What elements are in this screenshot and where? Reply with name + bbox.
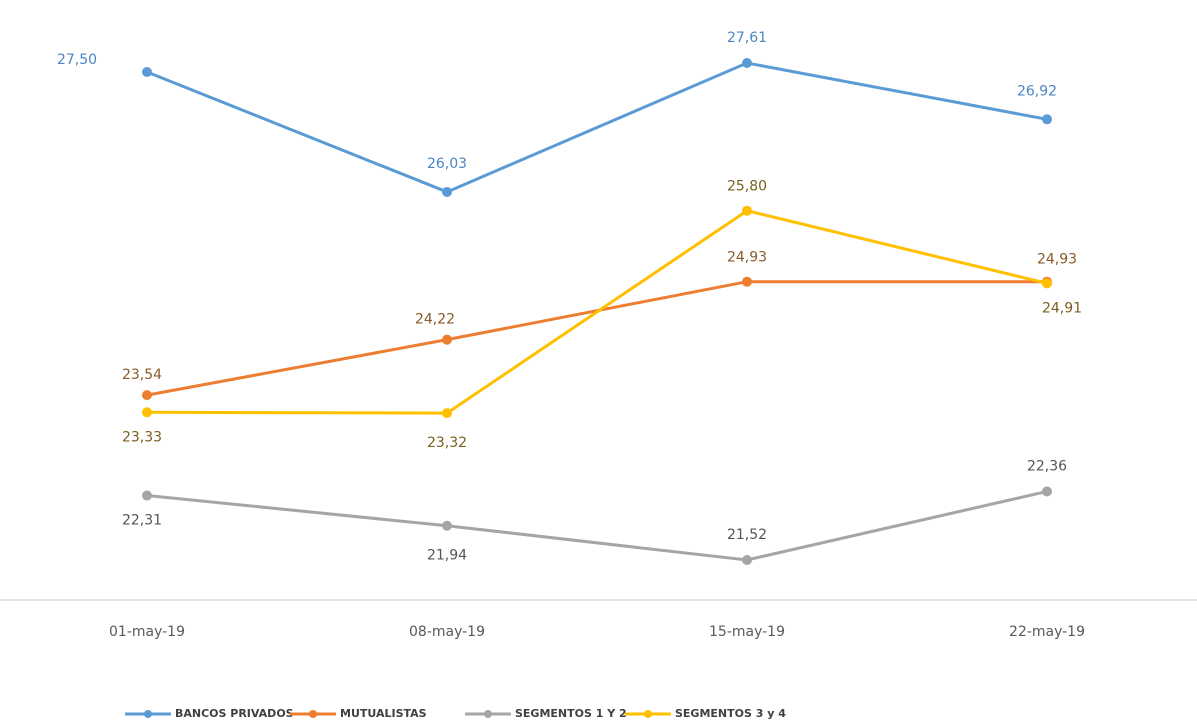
legend-label: SEGMENTOS 3 y 4 (675, 707, 786, 720)
x-tick-label: 01-may-19 (109, 624, 185, 640)
data-point (742, 58, 752, 68)
legend-label: BANCOS PRIVADOS (175, 707, 294, 720)
data-point (742, 555, 752, 565)
data-label: 26,03 (427, 156, 467, 172)
x-tick-label: 15-may-19 (709, 624, 785, 640)
legend-label: SEGMENTOS 1 Y 2 (515, 707, 627, 720)
data-label: 26,92 (1017, 83, 1057, 99)
legend-marker (644, 710, 652, 718)
series-line (146, 489, 1048, 562)
data-point (742, 205, 752, 216)
series-line (146, 280, 1047, 397)
data-label: 22,31 (122, 513, 162, 529)
data-label: 21,52 (727, 527, 767, 543)
data-label: 24,93 (727, 250, 767, 266)
data-point (1042, 114, 1052, 125)
x-tick-label: 22-may-19 (1009, 624, 1085, 640)
data-label: 23,32 (427, 435, 467, 451)
x-tick-label: 08-may-19 (409, 624, 485, 640)
data-label: 24,93 (1037, 252, 1077, 268)
data-label: 22,36 (1027, 458, 1067, 474)
data-label: 27,61 (727, 30, 767, 46)
legend-marker (309, 710, 317, 718)
data-label: 21,94 (427, 548, 467, 564)
data-label: 27,50 (57, 52, 97, 68)
data-point (1042, 278, 1052, 289)
data-point (442, 408, 452, 419)
data-point (442, 520, 452, 531)
data-point (742, 276, 752, 287)
data-label: 23,33 (122, 429, 162, 445)
legend-label: MUTUALISTAS (340, 707, 427, 720)
series-line (146, 209, 1048, 415)
data-point (442, 334, 452, 345)
data-point (142, 66, 152, 77)
data-label: 25,80 (727, 179, 767, 195)
data-point (142, 490, 152, 501)
series-line (146, 61, 1048, 194)
legend-marker (144, 710, 152, 718)
data-point (142, 407, 152, 418)
legend-marker (484, 710, 492, 718)
data-point (442, 186, 452, 197)
data-label: 24,91 (1042, 300, 1082, 316)
data-point (1042, 486, 1052, 497)
data-label: 24,22 (415, 312, 455, 328)
data-label: 23,54 (122, 367, 162, 383)
data-point (142, 390, 152, 401)
